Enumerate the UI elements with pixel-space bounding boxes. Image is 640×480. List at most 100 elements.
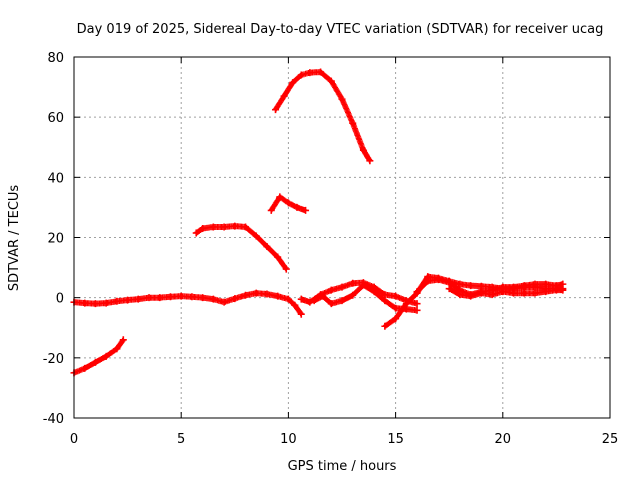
data-point bbox=[91, 358, 99, 366]
data-point bbox=[209, 295, 217, 303]
data-point bbox=[263, 290, 271, 298]
chart-title: Day 019 of 2025, Sidereal Day-to-day VTE… bbox=[77, 22, 604, 37]
data-point bbox=[327, 286, 335, 294]
data-point bbox=[510, 289, 518, 297]
data-point bbox=[310, 297, 318, 305]
data-point bbox=[520, 289, 528, 297]
data-point bbox=[166, 293, 174, 301]
data-point bbox=[81, 299, 89, 307]
data-point bbox=[293, 203, 301, 211]
data-point bbox=[280, 92, 288, 100]
data-point bbox=[284, 199, 292, 207]
y-tick-label: 20 bbox=[47, 232, 64, 247]
data-point bbox=[274, 292, 282, 300]
data-point bbox=[467, 282, 475, 290]
series-track-around-30 bbox=[267, 193, 310, 214]
data-point bbox=[199, 224, 207, 232]
data-point bbox=[499, 288, 507, 296]
data-point bbox=[349, 279, 357, 287]
data-point bbox=[366, 157, 374, 165]
data-point bbox=[81, 364, 89, 372]
data-point bbox=[306, 69, 314, 77]
data-point bbox=[338, 297, 346, 305]
data-point bbox=[434, 276, 442, 284]
data-point bbox=[413, 300, 421, 308]
data-point bbox=[119, 336, 127, 344]
data-point bbox=[381, 322, 389, 330]
x-tick-label: 5 bbox=[177, 432, 185, 447]
data-point bbox=[349, 291, 357, 299]
data-point bbox=[542, 288, 550, 296]
series-markers bbox=[193, 223, 289, 271]
series-markers bbox=[272, 69, 373, 163]
data-point bbox=[381, 291, 389, 299]
data-point bbox=[402, 300, 410, 308]
data-point bbox=[199, 294, 207, 302]
data-point bbox=[306, 298, 314, 306]
data-point bbox=[392, 315, 400, 323]
x-axis-label: GPS time / hours bbox=[288, 459, 397, 474]
series-track-mid-1 bbox=[297, 279, 421, 308]
data-point bbox=[267, 206, 275, 214]
data-point bbox=[289, 79, 297, 87]
data-point bbox=[445, 279, 453, 287]
data-point bbox=[531, 289, 539, 297]
data-point bbox=[542, 280, 550, 288]
data-point bbox=[456, 291, 464, 299]
data-point bbox=[370, 288, 378, 296]
data-point bbox=[220, 223, 228, 231]
data-point bbox=[192, 229, 200, 237]
data-point bbox=[102, 299, 110, 307]
data-point bbox=[445, 285, 453, 293]
y-tick-label: 60 bbox=[47, 111, 64, 126]
data-point bbox=[392, 304, 400, 312]
data-point bbox=[145, 294, 153, 302]
y-axis-label: SDTVAR / TECUs bbox=[7, 185, 22, 292]
data-point bbox=[242, 291, 250, 299]
data-point bbox=[338, 95, 346, 103]
data-point bbox=[559, 286, 567, 294]
data-point bbox=[252, 289, 260, 297]
series-track-near-zero bbox=[70, 289, 305, 318]
data-point bbox=[220, 298, 228, 306]
data-point bbox=[413, 288, 421, 296]
data-point bbox=[327, 77, 335, 85]
grid bbox=[74, 57, 610, 418]
data-point bbox=[488, 291, 496, 299]
x-tick-label: 15 bbox=[387, 432, 404, 447]
data-point bbox=[302, 206, 310, 214]
data-point bbox=[413, 306, 421, 314]
y-axis-ticks: -40 -20 0 20 40 60 80 bbox=[43, 51, 610, 427]
data-point bbox=[319, 292, 327, 300]
data-point bbox=[520, 282, 528, 290]
data-point bbox=[297, 295, 305, 303]
series-track-lower-tail bbox=[445, 285, 567, 300]
data-point bbox=[124, 296, 132, 304]
series-markers bbox=[71, 337, 126, 376]
data-point bbox=[113, 345, 121, 353]
data-point bbox=[392, 292, 400, 300]
data-point bbox=[359, 281, 367, 289]
data-point bbox=[291, 301, 299, 309]
data-point bbox=[177, 292, 185, 300]
data-point bbox=[381, 297, 389, 305]
data-point bbox=[327, 300, 335, 308]
series-track-negative-start bbox=[70, 336, 127, 377]
x-tick-label: 0 bbox=[70, 432, 78, 447]
data-point bbox=[359, 146, 367, 154]
data-point bbox=[477, 289, 485, 297]
data-point bbox=[349, 119, 357, 127]
x-tick-label: 20 bbox=[495, 432, 512, 447]
data-point bbox=[134, 295, 142, 303]
data-point bbox=[231, 295, 239, 303]
data-point bbox=[209, 223, 217, 231]
series-track-peak-75 bbox=[272, 68, 374, 165]
data-point bbox=[156, 294, 164, 302]
y-tick-label: 0 bbox=[56, 292, 64, 307]
y-tick-label: -40 bbox=[43, 412, 64, 427]
y-tick-label: 40 bbox=[47, 171, 64, 186]
data-point bbox=[231, 222, 239, 230]
data-point bbox=[552, 286, 560, 294]
data-point bbox=[467, 292, 475, 300]
